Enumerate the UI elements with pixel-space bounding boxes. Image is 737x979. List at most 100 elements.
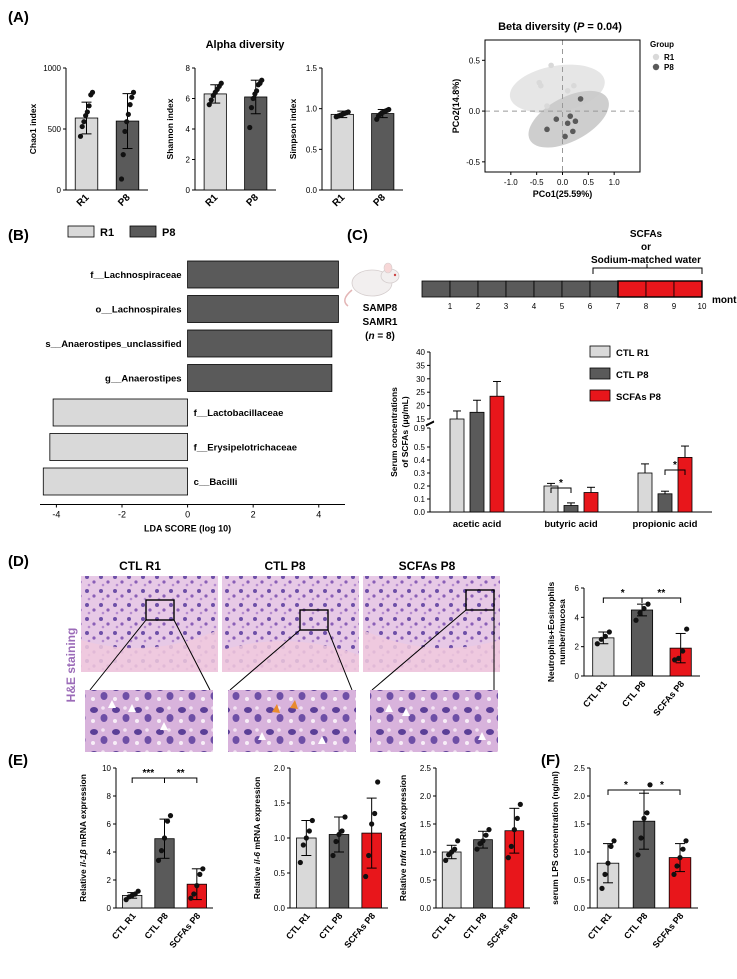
- y-axis-label: Simpson index: [288, 99, 298, 160]
- timeline-segment: [533, 280, 563, 298]
- timeline-month: 4: [532, 302, 537, 311]
- timeline-month: 2: [476, 302, 481, 311]
- data-point: [366, 852, 372, 859]
- mouse-illustration: [344, 262, 400, 307]
- data-point: [135, 888, 141, 894]
- significance-bracket: [550, 487, 572, 493]
- timeline-segment: [617, 280, 647, 298]
- y-tick-label: 6: [186, 95, 191, 104]
- data-point: [474, 846, 480, 852]
- y-tick-label: 0.0: [574, 904, 586, 913]
- y-tick-label: 40: [416, 348, 425, 357]
- histo-title-ctl-p8: CTL P8: [264, 559, 305, 573]
- lda-bar: [187, 295, 339, 323]
- x-tick-label: SCFAs P8: [651, 911, 686, 950]
- significance-label: *: [660, 780, 664, 791]
- legend-swatch: [589, 367, 611, 380]
- point-p8: [562, 133, 568, 140]
- y-tick-label: 25: [416, 388, 425, 397]
- x-tick-label: 1.0: [609, 178, 621, 187]
- timeline-segment: [561, 280, 591, 298]
- shannon-chart: 0 2 4 6 8 Shannon index R1 P8: [165, 64, 276, 209]
- point-p8: [564, 120, 571, 127]
- treatment-window: [617, 280, 703, 298]
- y-tick-label: 4: [186, 125, 191, 134]
- y-tick-label: 4: [107, 848, 112, 857]
- treatment-line-2: or: [641, 242, 651, 253]
- timeline-month: 6: [588, 302, 593, 311]
- x-tick-label: -1.0: [504, 178, 518, 187]
- y-tick-label: 6: [107, 820, 112, 829]
- data-point: [208, 97, 214, 103]
- data-point: [641, 605, 647, 612]
- significance-label: **: [177, 768, 185, 779]
- lda-chart: R1 P8 f__Lachnospiraceae o__Lachnospiraless…: [40, 225, 345, 534]
- data-point: [677, 855, 683, 861]
- alpha-diversity-title: Alpha diversity: [206, 39, 286, 51]
- y-axis-label: number/mucosa: [557, 599, 567, 665]
- significance-bracket: [641, 597, 682, 603]
- data-point: [606, 629, 612, 635]
- data-point: [218, 80, 224, 86]
- y-tick-label: 0: [107, 904, 112, 913]
- data-point: [122, 128, 128, 135]
- data-point: [130, 89, 137, 95]
- data-point: [161, 835, 168, 841]
- timeline-segment: [421, 280, 451, 298]
- neutrophil-chart: 0 2 4 6 Neutrophils+Eosinophils number/mucosa…: [546, 582, 700, 718]
- data-point: [81, 119, 87, 125]
- data-point: [339, 828, 345, 834]
- y-axis-label: Relative tnfα mRNA expression: [398, 775, 408, 901]
- data-point: [369, 821, 375, 827]
- y-tick-label: 1.5: [274, 799, 286, 808]
- il6-chart: 0.0 0.5 1.0 1.5 2.0 Relative il-6 mRNA expres…: [252, 764, 388, 950]
- data-point: [250, 95, 256, 102]
- legend-label: P8: [162, 227, 175, 239]
- data-point: [599, 885, 605, 892]
- axis-break: [425, 420, 435, 426]
- treatment-line-1: SCFAs: [630, 229, 663, 240]
- data-point: [259, 77, 265, 83]
- scfa-serum-chart: 15 20 25 30 35 40 0.0 0.1 0.2 0.3 0.4 0.5 0.9 Serum c…: [389, 345, 712, 530]
- data-point: [602, 633, 608, 640]
- point-p8: [553, 116, 560, 122]
- timeline-segment: [505, 280, 535, 298]
- timeline-month: 5: [560, 302, 565, 311]
- significance-label: *: [621, 588, 625, 599]
- ellipse-p8: [528, 90, 609, 148]
- lda-bar: [187, 364, 333, 392]
- legend-label: P8: [664, 63, 674, 72]
- data-point: [633, 617, 639, 623]
- legend-marker: [652, 53, 660, 61]
- legend-label: R1: [100, 227, 114, 239]
- y-tick-label: 0: [57, 186, 62, 195]
- data-point: [645, 601, 651, 607]
- data-point: [330, 852, 336, 859]
- y-tick-label: 0: [575, 672, 580, 681]
- lps-chart: 0.0 0.5 1.0 1.5 2.0 2.5 serum LPS concentratio…: [550, 764, 698, 950]
- data-point: [84, 109, 90, 115]
- y-tick-label: 1.0: [574, 848, 586, 857]
- bar-ctl-p8: [563, 505, 579, 513]
- point-p8: [570, 128, 576, 135]
- histo-title-scfas-p8: SCFAs P8: [399, 559, 456, 573]
- x-tick-label: CTL P8: [622, 911, 649, 941]
- timeline-month: 8: [644, 302, 649, 311]
- y-tick-label: 2: [575, 643, 580, 652]
- legend-swatch: [129, 225, 157, 238]
- y-tick-label: 8: [186, 64, 191, 73]
- y-tick-label: 2.0: [274, 764, 286, 773]
- legend-swatch: [589, 389, 611, 402]
- zoom-ctl-p8: [228, 690, 356, 752]
- point-r1: [544, 103, 550, 109]
- point-p8: [577, 96, 584, 102]
- data-point: [443, 857, 449, 864]
- x-tick-label: R1: [331, 192, 348, 209]
- y-tick-label: 2.5: [420, 764, 432, 773]
- data-point: [191, 891, 197, 897]
- data-point: [598, 636, 604, 642]
- data-point: [194, 883, 200, 889]
- y-tick-label: 2.0: [574, 792, 586, 801]
- y-tick-label: 0.5: [469, 56, 481, 65]
- y-tick-label: 4: [575, 613, 580, 622]
